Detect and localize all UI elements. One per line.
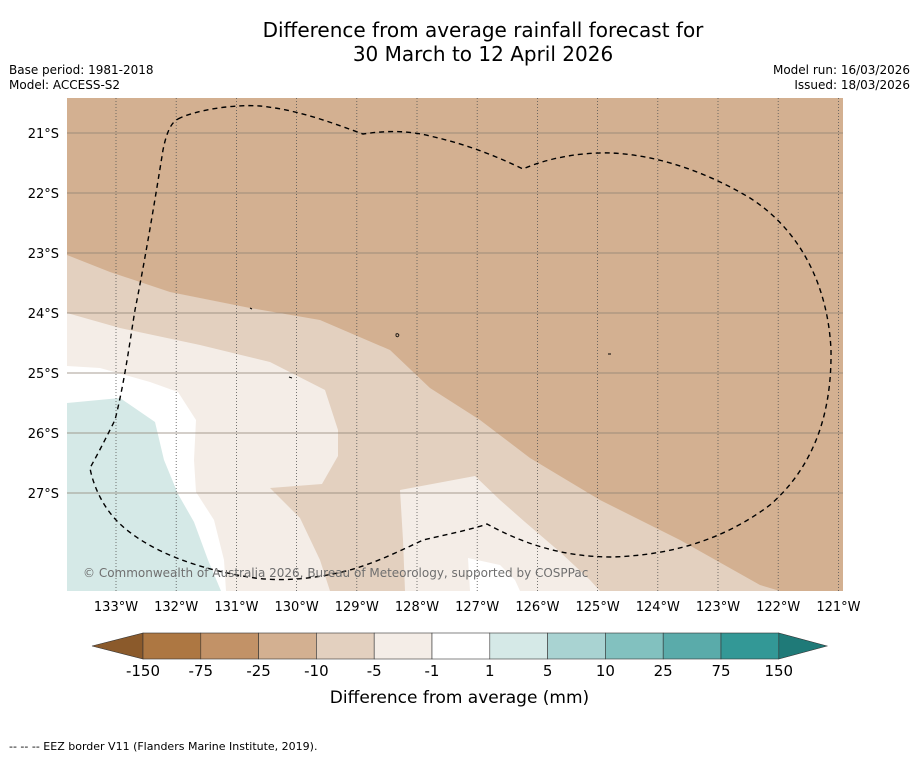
longitude-label: 131°W xyxy=(214,600,258,615)
island-marker xyxy=(249,307,253,310)
longitude-label: 130°W xyxy=(275,600,319,615)
latitude-label: 27°S xyxy=(28,487,59,502)
island-marker xyxy=(395,333,400,338)
latitude-label: 26°S xyxy=(28,427,59,442)
field-band-plus1 xyxy=(67,398,221,591)
meta-left: Base period: 1981-2018 Model: ACCESS-S2 xyxy=(9,63,154,92)
longitude-label: 126°W xyxy=(515,600,559,615)
longitude-label: 128°W xyxy=(395,600,439,615)
colorbar-bin xyxy=(489,632,548,660)
map-field xyxy=(67,98,843,591)
colorbar-tick-label: -75 xyxy=(189,662,214,680)
longitude-label: 124°W xyxy=(636,600,680,615)
latitude-label: 21°S xyxy=(28,127,59,142)
longitude-label: 127°W xyxy=(455,600,499,615)
colorbar-tick-label: -1 xyxy=(425,662,440,680)
colorbar-tick-label: 5 xyxy=(543,662,553,680)
longitude-label: 123°W xyxy=(696,600,740,615)
model-run: Model run: 16/03/2026 xyxy=(772,63,910,77)
graticule xyxy=(67,98,843,591)
legend-tick-labels: -150 -75 -25 -10 -5 -1 1 5 10 25 75 150 xyxy=(126,662,793,680)
colorbar-extend-high xyxy=(778,632,829,660)
title-line-1: Difference from average rainfall forecas… xyxy=(262,18,704,42)
eez-border xyxy=(89,104,832,581)
longitude-label: 132°W xyxy=(154,600,198,615)
colorbar-bin xyxy=(373,632,433,660)
latitude-label: 24°S xyxy=(28,307,59,322)
title-line-2: 30 March to 12 April 2026 xyxy=(352,42,614,66)
longitude-labels: 133°W 132°W 131°W 130°W 129°W 128°W 127°W 126°W… xyxy=(94,600,861,615)
longitude-label: 125°W xyxy=(576,600,620,615)
latitude-label: 23°S xyxy=(28,247,59,262)
colorbar-bin xyxy=(662,632,722,660)
meta-right: Model run: 16/03/2026 Issued: 18/03/2026 xyxy=(773,63,910,92)
colorbar-tick-label: 25 xyxy=(654,662,673,680)
colorbar-bin xyxy=(547,632,606,660)
island-marker xyxy=(288,376,293,379)
colorbar-tick-label: -150 xyxy=(126,662,160,680)
longitude-label: 129°W xyxy=(335,600,379,615)
colorbar-tick-label: 1 xyxy=(485,662,495,680)
base-period: Base period: 1981-2018 xyxy=(9,63,154,77)
latitude-labels: 21°S 22°S 23°S 24°S 25°S 26°S 27°S xyxy=(28,127,59,502)
colorbar-bin xyxy=(258,632,317,660)
longitude-label: 122°W xyxy=(756,600,800,615)
colorbar-bin xyxy=(316,632,375,660)
colorbar-extend-low xyxy=(91,632,144,660)
longitude-label: 133°W xyxy=(94,600,138,615)
colorbar-bin xyxy=(605,632,664,660)
colorbar-tick-label: 10 xyxy=(596,662,615,680)
colorbar-bin xyxy=(142,632,202,660)
latitude-label: 22°S xyxy=(28,187,59,202)
eez-footnote: -- -- -- EEZ border V11 (Flanders Marine… xyxy=(9,740,318,753)
issued-date: Issued: 18/03/2026 xyxy=(794,77,910,92)
map-title: Difference from average rainfall forecas… xyxy=(0,18,919,66)
colorbar-tick-label: 150 xyxy=(764,662,793,680)
longitude-label: 121°W xyxy=(816,600,860,615)
colorbar-bin xyxy=(720,632,780,660)
model-name: Model: ACCESS-S2 xyxy=(9,77,121,92)
colorbar-tick-label: -10 xyxy=(304,662,329,680)
legend-colorbar xyxy=(91,632,829,660)
colorbar-tick-label: -5 xyxy=(367,662,382,680)
colorbar-bin xyxy=(431,632,491,660)
colorbar-tick-label: 75 xyxy=(711,662,730,680)
colorbar-bin xyxy=(200,632,259,660)
colorbar-tick-label: -25 xyxy=(246,662,271,680)
legend-label: Difference from average (mm) xyxy=(330,688,589,708)
copyright-notice: © Commonwealth of Australia 2026, Bureau… xyxy=(83,566,588,580)
latitude-label: 25°S xyxy=(28,367,59,382)
